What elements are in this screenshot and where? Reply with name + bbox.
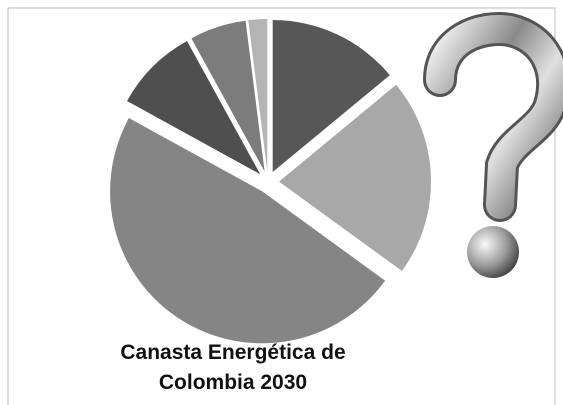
pie-slice bbox=[127, 41, 261, 175]
question-mark bbox=[423, 12, 563, 278]
chart-title: Canasta Energética de Colombia 2030 bbox=[120, 341, 346, 394]
pie bbox=[110, 19, 431, 344]
pie-slice bbox=[110, 118, 386, 344]
pie-slice bbox=[278, 84, 431, 271]
pie-slice bbox=[191, 20, 265, 172]
pie-slice bbox=[248, 19, 268, 172]
frame bbox=[7, 7, 556, 405]
pie-slice bbox=[272, 20, 390, 173]
